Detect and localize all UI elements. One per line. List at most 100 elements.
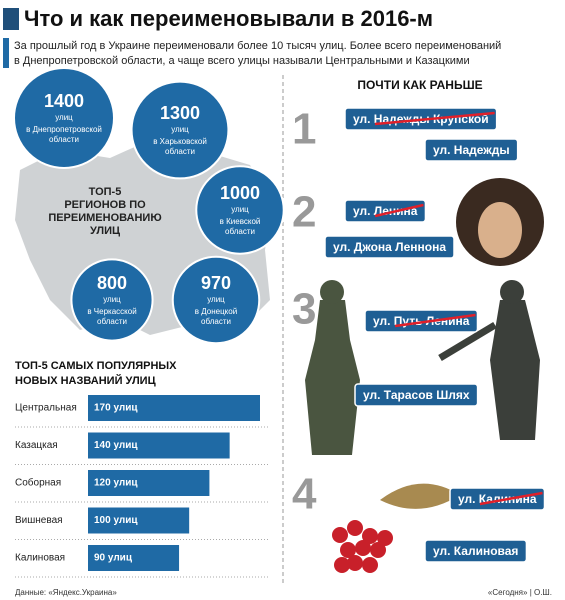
- region-name: области: [97, 317, 127, 326]
- chart-title: НОВЫХ НАЗВАНИЙ УЛИЦ: [15, 374, 156, 387]
- region-circle: [171, 255, 261, 345]
- sign-plate: [364, 309, 479, 333]
- subtitle-line: За прошлый год в Украине переименовали б…: [14, 40, 501, 52]
- map-label: РЕГИОНОВ ПО: [64, 199, 146, 211]
- value-label: 100 улиц: [94, 515, 138, 526]
- berry: [377, 530, 393, 546]
- strike: [394, 313, 476, 328]
- region-value: 1300: [160, 103, 200, 123]
- sign-text: ул. Тарасов Шлях: [363, 388, 470, 402]
- region-value: 800: [97, 273, 127, 293]
- chart-title: ТОП-5 САМЫХ ПОПУЛЯРНЫХ: [15, 360, 177, 372]
- sign-text: ул. Калинина: [458, 492, 537, 506]
- sign-plate: [424, 539, 528, 563]
- bar: [88, 545, 180, 571]
- category-label: Центральная: [15, 403, 77, 414]
- statue-arm: [438, 321, 497, 362]
- sign-text: ул. Калиновая: [433, 544, 518, 558]
- map-label: УЛИЦ: [90, 225, 120, 237]
- berry: [362, 557, 378, 573]
- category-label: Калиновая: [15, 553, 65, 564]
- title-marker: [3, 8, 19, 30]
- berries: [332, 520, 393, 573]
- region-circle: [195, 165, 285, 255]
- berry: [332, 527, 348, 543]
- berry: [370, 542, 386, 558]
- map-label: ТОП-5: [89, 186, 122, 198]
- bar: [88, 470, 210, 496]
- strike: [479, 491, 543, 506]
- strike: [374, 203, 424, 218]
- category-label: Казацкая: [15, 440, 58, 451]
- statue-right-head: [500, 280, 524, 304]
- region-name: в Харьковской: [153, 137, 207, 146]
- region-circle: [70, 258, 154, 342]
- old-sign: ул. Надежды Крупской: [344, 107, 498, 131]
- region-name: в Черкасской: [87, 307, 136, 316]
- region-name: области: [49, 135, 79, 144]
- rename-number: 3: [292, 285, 316, 334]
- old-sign: ул. Калинина: [449, 487, 546, 511]
- new-sign: ул. Джона Леннона: [324, 235, 455, 259]
- value-label: 140 улиц: [94, 440, 138, 451]
- sign-plate: [449, 487, 546, 511]
- berry: [347, 555, 363, 571]
- region-unit: улиц: [207, 295, 225, 304]
- value-label: 120 улиц: [94, 478, 138, 489]
- region-name: в Днепропетровской: [26, 125, 102, 134]
- region-name: в Киевской: [220, 217, 261, 226]
- region-unit: улиц: [103, 295, 121, 304]
- new-sign: ул. Тарасов Шлях: [354, 383, 479, 407]
- sign-plate: [324, 235, 455, 259]
- bar: [88, 507, 190, 534]
- bar: [88, 395, 260, 421]
- region-unit: улиц: [171, 125, 189, 134]
- subtitle-marker: [3, 38, 9, 68]
- rename-number: 2: [292, 188, 316, 237]
- title: Что и как переименовывали в 2016-м: [24, 6, 433, 31]
- portrait-face: [478, 202, 522, 258]
- region-name: в Донецкой: [195, 307, 237, 316]
- old-sign: ул. Путь Ленина: [364, 309, 479, 333]
- leaf: [380, 483, 460, 509]
- footer-credit: «Сегодня» | О.Ш.: [488, 588, 552, 597]
- berry: [362, 528, 378, 544]
- statue-left-head: [320, 280, 344, 304]
- subtitle-line: в Днепропетровской области, а чаще всего…: [14, 55, 470, 67]
- rename-number: 4: [292, 470, 317, 519]
- region-value: 970: [201, 273, 231, 293]
- bar: [88, 432, 230, 459]
- statue-left: [305, 300, 360, 455]
- rename-number: 1: [292, 105, 316, 154]
- map-label: ПЕРЕИМЕНОВАНИЮ: [48, 212, 161, 224]
- berry: [334, 557, 350, 573]
- region-value: 1400: [44, 91, 84, 111]
- berry: [347, 520, 363, 536]
- berry: [340, 542, 356, 558]
- sign-text: ул. Надежды: [433, 143, 510, 157]
- sign-text: ул. Джона Леннона: [333, 240, 446, 254]
- sign-text: ул. Ленина: [353, 204, 418, 218]
- category-label: Соборная: [15, 477, 61, 489]
- category-label: Вишневая: [15, 515, 63, 526]
- sign-plate: [354, 383, 479, 407]
- region-circle: [13, 67, 115, 169]
- sign-plate: [424, 138, 519, 162]
- region-unit: улиц: [231, 205, 249, 214]
- region-unit: улиц: [55, 113, 73, 122]
- region-value: 1000: [220, 183, 260, 203]
- new-sign: ул. Надежды: [424, 138, 519, 162]
- region-name: области: [165, 147, 195, 156]
- renames-title: ПОЧТИ КАК РАНЬШЕ: [357, 78, 482, 92]
- new-sign: ул. Калиновая: [424, 539, 528, 563]
- strike: [374, 111, 495, 126]
- region-name: области: [201, 317, 231, 326]
- region-name: области: [225, 227, 255, 236]
- value-label: 170 улиц: [94, 403, 138, 414]
- region-circle: [130, 80, 230, 180]
- berry: [355, 540, 371, 556]
- statue-right: [490, 300, 540, 440]
- footer-source: Данные: «Яндекс.Украина»: [15, 588, 117, 597]
